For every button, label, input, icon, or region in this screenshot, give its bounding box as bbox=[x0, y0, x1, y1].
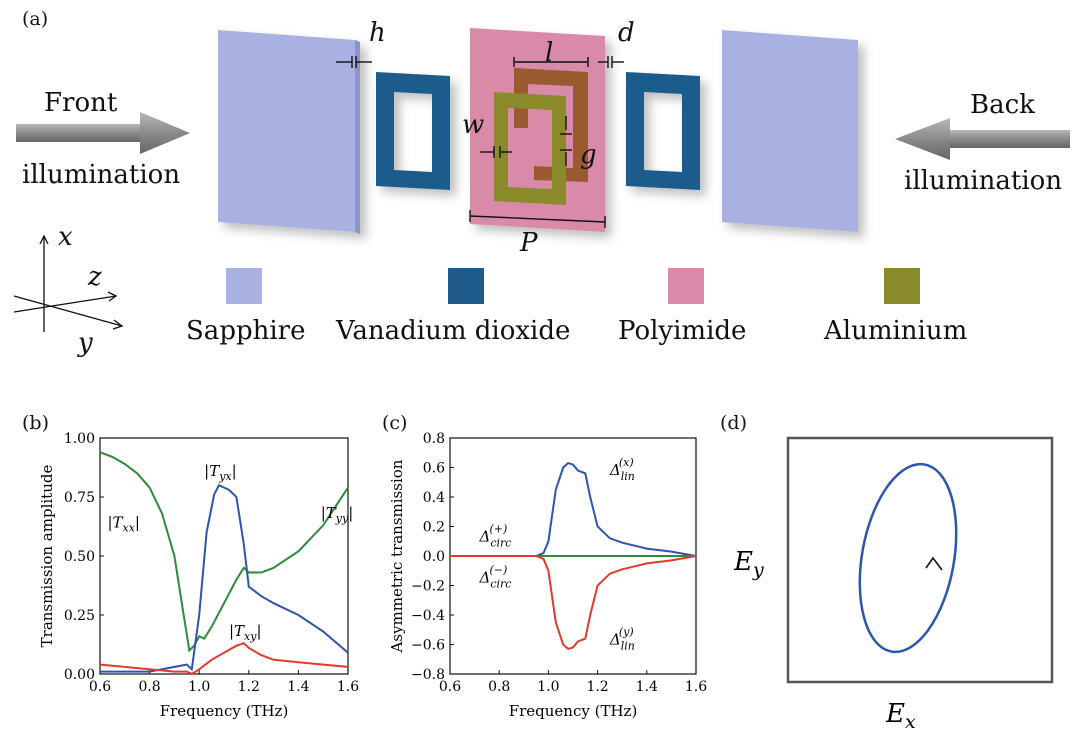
aluminium-back-ring bbox=[514, 68, 588, 182]
y-tick-label: −0.8 bbox=[411, 667, 445, 683]
panel-c-label: (c) bbox=[382, 412, 408, 434]
x-tick-label: 1.4 bbox=[287, 679, 309, 695]
legend-swatch-polyimide bbox=[668, 268, 704, 304]
panel-d-ylabel: Ey bbox=[733, 547, 764, 581]
panel-a-label: (a) bbox=[22, 8, 49, 30]
x-tick-label: 0.8 bbox=[488, 679, 510, 695]
dim-d: d bbox=[618, 18, 635, 48]
series-line-2 bbox=[99, 642, 349, 676]
polarization-ellipse bbox=[858, 462, 958, 654]
y-tick-label: 0.75 bbox=[64, 490, 95, 506]
y-tick-label: 0.4 bbox=[423, 490, 445, 506]
x-tick-label: 1.2 bbox=[586, 679, 608, 695]
axes-triad-icon bbox=[13, 234, 124, 332]
legend-swatch-vo2 bbox=[448, 268, 484, 304]
y-tick-label: 0.00 bbox=[64, 667, 95, 683]
annotation: Δcirc(−) bbox=[479, 564, 512, 591]
dim-h: h bbox=[369, 18, 386, 48]
legend-label-sapphire: Sapphire bbox=[186, 316, 306, 346]
x-tick-label: 0.6 bbox=[89, 679, 111, 695]
x-axis-title: Frequency (THz) bbox=[160, 702, 289, 720]
back-sub-label: illumination bbox=[904, 166, 1063, 196]
panel-a-illustration bbox=[13, 28, 1070, 332]
series-line-2 bbox=[450, 555, 697, 651]
annotation: |Txx| bbox=[107, 514, 140, 535]
chart-b: 0.6 0.8 1.0 1.2 1.4 1.6 0.00 0.25 0.50 0.75 1.00 Fr… bbox=[38, 431, 359, 720]
y-tick-label: 0.25 bbox=[64, 608, 95, 624]
y-tick-label: 0.2 bbox=[423, 520, 445, 536]
legend-swatch-aluminium bbox=[884, 268, 920, 304]
y-tick-label: 1.00 bbox=[64, 431, 95, 447]
chart-c: 0.6 0.8 1.0 1.2 1.4 1.6 −0.8 −0.6 −0.4 −0.2 0.0 0.2… bbox=[388, 431, 707, 720]
y-tick-label: −0.2 bbox=[411, 579, 445, 595]
panel-d-polarization: Ey Ex bbox=[733, 436, 1054, 733]
annotation: |Tyx| bbox=[204, 462, 237, 483]
axis-y-label: y bbox=[78, 328, 93, 358]
y-axis-title: Asymmetric transmission bbox=[388, 459, 406, 653]
dim-w: w bbox=[462, 110, 485, 140]
x-tick-label: 1.2 bbox=[238, 679, 260, 695]
vo2-right-ring bbox=[626, 72, 700, 190]
x-tick-label: 0.6 bbox=[439, 679, 461, 695]
legend-swatch-sapphire bbox=[226, 268, 262, 304]
legend-label-polyimide: Polyimide bbox=[618, 316, 747, 346]
x-tick-label: 1.0 bbox=[537, 679, 559, 695]
legend-label-aluminium: Aluminium bbox=[824, 316, 968, 346]
front-label: Front bbox=[44, 88, 118, 118]
dim-P: P bbox=[520, 228, 538, 258]
x-tick-label: 1.0 bbox=[188, 679, 210, 695]
sapphire-left-slab bbox=[218, 30, 360, 234]
panel-d-xlabel: Ex bbox=[885, 699, 916, 733]
back-arrow-icon bbox=[895, 118, 1070, 160]
series-line-1 bbox=[100, 483, 349, 673]
vo2-left-ring bbox=[376, 72, 450, 190]
annotation: Δlin(y) bbox=[609, 626, 635, 653]
annotation: Δcirc(+) bbox=[479, 522, 512, 549]
dim-g: g bbox=[580, 140, 597, 170]
legend-label-vo2: Vanadium dioxide bbox=[336, 316, 571, 346]
back-label: Back bbox=[970, 90, 1035, 120]
aluminium-front-ring bbox=[494, 92, 566, 205]
y-tick-label: 0.0 bbox=[423, 549, 445, 565]
axis-z-label: z bbox=[88, 262, 102, 292]
annotation: Δlin(x) bbox=[609, 456, 635, 483]
y-axis-title: Transmission amplitude bbox=[38, 465, 56, 648]
annotation: |Txy| bbox=[229, 622, 262, 643]
front-arrow-icon bbox=[16, 112, 190, 154]
series-line-0 bbox=[99, 451, 349, 653]
x-tick-label: 0.8 bbox=[138, 679, 160, 695]
y-tick-label: 0.8 bbox=[423, 431, 445, 447]
x-axis-title: Frequency (THz) bbox=[509, 702, 638, 720]
sapphire-right-slab bbox=[722, 30, 858, 232]
x-tick-label: 1.6 bbox=[337, 679, 359, 695]
panel-b-label: (b) bbox=[22, 412, 49, 434]
y-tick-label: 0.6 bbox=[423, 461, 445, 477]
dimension-markers bbox=[336, 56, 624, 228]
front-sub-label: illumination bbox=[22, 160, 181, 190]
panel-d-frame bbox=[786, 436, 1054, 684]
rotation-arrow-icon bbox=[925, 556, 943, 571]
y-tick-label: 0.50 bbox=[64, 549, 95, 565]
y-tick-label: −0.6 bbox=[411, 638, 445, 654]
x-tick-label: 1.4 bbox=[636, 679, 658, 695]
series-line-0 bbox=[450, 461, 697, 557]
axis-x-label: x bbox=[58, 222, 73, 252]
dim-l: l bbox=[545, 38, 554, 68]
annotation: |Tyy| bbox=[321, 504, 354, 525]
y-tick-label: −0.4 bbox=[411, 608, 445, 624]
x-tick-label: 1.6 bbox=[685, 679, 707, 695]
panel-d-label: (d) bbox=[720, 412, 747, 434]
